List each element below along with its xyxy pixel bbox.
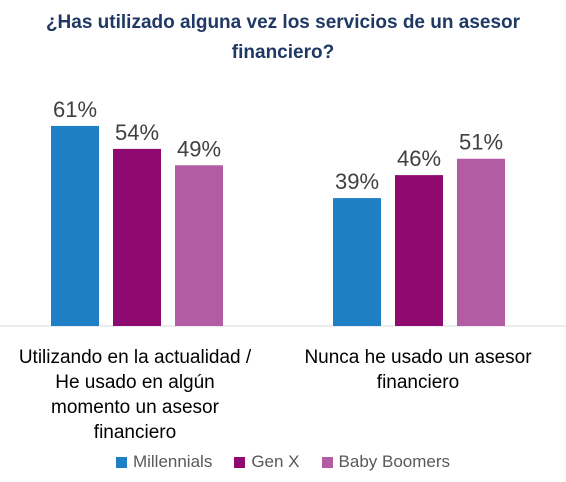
legend-item-baby-boomers: Baby Boomers <box>321 452 451 472</box>
legend-label-baby-boomers: Baby Boomers <box>338 452 451 471</box>
bar-baby-boomers-0 <box>175 165 223 326</box>
bar-gen-x-0 <box>113 148 161 326</box>
data-label-baby-boomers-0: 49% <box>177 136 221 161</box>
chart-title: ¿Has utilizado alguna vez los servicios … <box>0 8 566 68</box>
chart-title-line-1: ¿Has utilizado alguna vez los servicios … <box>45 12 521 33</box>
category-label-1-line-0: Nunca he usado un asesor <box>304 347 532 368</box>
legend-swatch-millennials <box>115 456 127 468</box>
category-label-0-line-3: financiero <box>94 422 176 443</box>
legend-item-millennials: Millennials <box>115 452 213 472</box>
category-label-0-line-1: He usado en algún <box>55 372 215 393</box>
data-label-millennials-1: 39% <box>335 169 379 194</box>
category-label-0-line-0: Utilizando en la actualidad / <box>19 347 252 368</box>
data-label-millennials-0: 61% <box>53 97 97 122</box>
data-label-baby-boomers-1: 51% <box>459 130 503 155</box>
category-label-0-line-2: momento un asesor <box>51 397 220 418</box>
legend: Millennials Gen X Baby Boomers <box>0 452 566 472</box>
legend-item-gen-x: Gen X <box>234 452 300 472</box>
legend-swatch-gen-x <box>234 456 246 468</box>
legend-swatch-baby-boomers <box>321 456 333 468</box>
data-label-gen-x-0: 54% <box>115 120 159 145</box>
chart-title-line-2: financiero? <box>231 42 335 63</box>
legend-label-gen-x: Gen X <box>251 452 300 471</box>
bar-gen-x-1 <box>395 175 443 326</box>
bar-chart: 61% 39% 54% 46% 49% 51% Utilizando en la actua… <box>0 97 566 443</box>
data-label-gen-x-1: 46% <box>397 146 441 171</box>
category-label-1-line-1: financiero <box>377 372 459 393</box>
bar-baby-boomers-1 <box>457 158 505 326</box>
bar-millennials-0 <box>51 125 99 326</box>
legend-label-millennials: Millennials <box>132 452 213 471</box>
bar-millennials-1 <box>333 198 381 326</box>
